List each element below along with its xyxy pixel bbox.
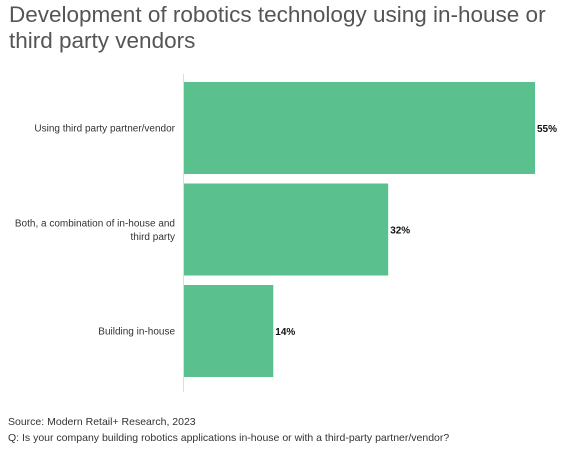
bar-1 [184, 82, 535, 174]
category-label-1: Using third party partner/vendor [34, 124, 175, 135]
category-label-3: Building in-house [98, 327, 175, 338]
value-label-2: 32% [390, 226, 410, 237]
source-note: Source: Modern Retail+ Research, 2023 [8, 416, 196, 428]
survey-question: Q: Is your company building robotics app… [8, 432, 450, 444]
bar-3 [184, 285, 274, 377]
category-label-2: Both, a combination of in-house and third… [15, 218, 175, 243]
bar-chart: 55% Using third party partner/vendor 32% Bo… [15, 74, 557, 392]
value-label-3: 14% [275, 327, 295, 338]
value-label-1: 55% [537, 124, 557, 135]
bar-2 [184, 183, 389, 276]
chart-title: Development of robotics technology using… [9, 2, 546, 53]
